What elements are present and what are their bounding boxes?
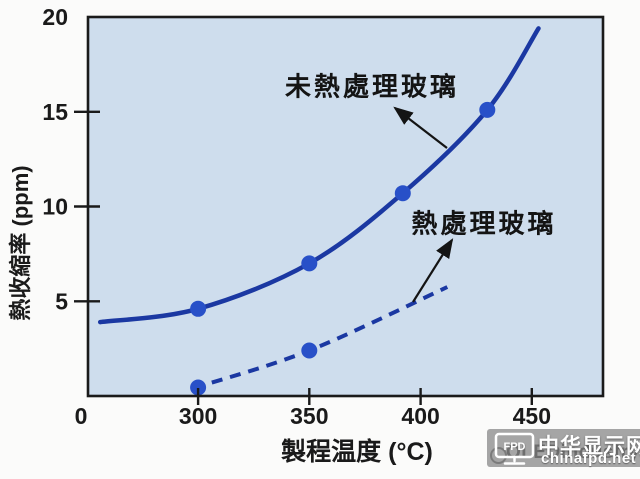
data-point [394,185,411,202]
watermark-site-url: chinafpd.net [541,450,637,467]
data-point [479,101,496,118]
annotation-arrow-1 [412,238,454,303]
oled-logo-circle-icon [490,447,507,464]
watermark-background-text: OLEDindustry [506,442,640,463]
y-tick-label: 10 [42,194,68,220]
series-label-treated-glass: 熱處理玻璃 [411,208,557,239]
x-tick-label: 450 [513,403,551,429]
data-point [301,255,318,272]
series-label-untreated-glass: 未熱處理玻璃 [284,71,460,102]
x-axis-title: 製程温度 (°C) [281,438,433,466]
fpd-monitor-icon: FPD [494,432,535,465]
data-point [190,379,207,396]
data-point [190,300,207,317]
x-tick-label: 300 [179,403,217,429]
y-tick-label: 20 [42,4,68,30]
y-axis-title: 熱收縮率 (ppm) [8,165,33,321]
annotation-arrow-0 [393,106,448,149]
origin-label: 0 [75,403,88,429]
y-tick-label: 5 [55,288,68,314]
y-tick-label: 15 [42,99,68,125]
data-point [301,342,318,359]
x-tick-label: 350 [290,403,328,429]
watermark-box [487,429,640,467]
watermark-site-name: 中华显示网 [538,435,640,458]
x-tick-label: 400 [401,403,439,429]
fpd-icon-label: FPD [504,441,526,453]
